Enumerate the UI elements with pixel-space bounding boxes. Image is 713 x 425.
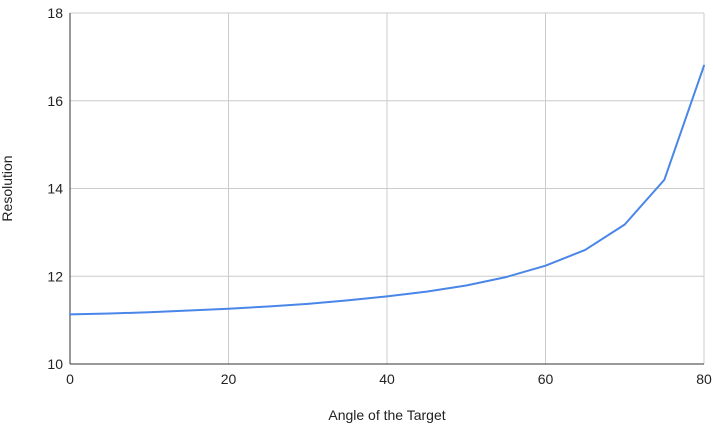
x-tick-label: 80 [696, 371, 712, 387]
axis-layer [69, 13, 704, 365]
y-tick-label: 18 [47, 5, 63, 21]
label-layer: 0 20 40 60 80 10 12 14 16 18 [47, 5, 712, 387]
x-axis-title: Angle of the Target [328, 407, 445, 423]
y-axis-title: Resolution [0, 155, 15, 221]
series-line [69, 64, 705, 316]
x-tick-label: 20 [221, 371, 237, 387]
y-tick-label: 10 [47, 356, 63, 372]
x-tick-label: 40 [379, 371, 395, 387]
x-tick-label: 0 [66, 371, 74, 387]
y-tick-label: 14 [47, 181, 63, 197]
grid-layer [70, 12, 705, 364]
y-tick-label: 16 [47, 93, 63, 109]
series-layer [69, 64, 705, 316]
x-tick-label: 60 [538, 371, 554, 387]
y-tick-label: 12 [47, 268, 63, 284]
